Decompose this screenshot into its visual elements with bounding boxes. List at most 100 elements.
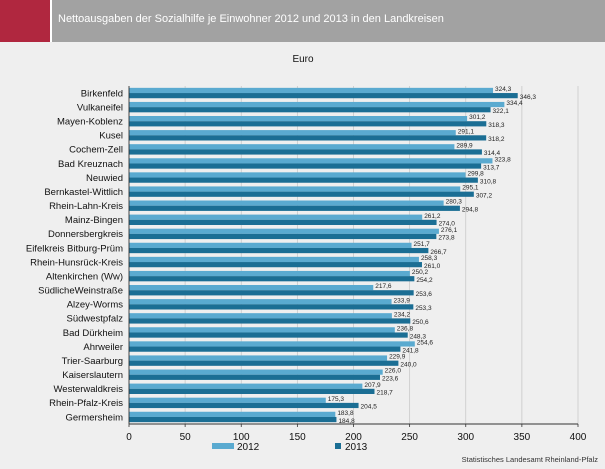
value-label-2012: 261,2 [424,213,441,220]
category-label: Germersheim [65,412,123,423]
bar-2012 [129,158,493,164]
category-label: Cochem-Zell [69,145,123,156]
value-label-2013: 318,2 [488,136,505,143]
bar-2012 [129,144,455,150]
bar-2012 [129,327,395,333]
bar-2012 [129,228,439,234]
x-tick-label: 300 [457,432,474,443]
bar-2012 [129,130,456,136]
value-label-2012: 289,9 [456,142,473,149]
header-bar [0,0,605,42]
bar-2012 [129,242,412,248]
bar-2012 [129,101,505,108]
bar-2013 [129,93,518,99]
value-label-2012: 234,2 [394,311,411,318]
value-label-2013: 253,3 [415,305,432,312]
value-label-2012: 217,6 [375,283,392,290]
bar-2013 [129,121,487,127]
value-label-2013: 346,3 [520,94,537,101]
category-label: Westerwaldkreis [53,384,123,395]
value-label-2013: 241,8 [402,347,419,354]
bar-2012 [129,186,461,192]
bar-2013 [129,262,422,268]
category-label: Bad Kreuznach [58,159,123,170]
value-label-2012: 334,4 [506,100,523,107]
value-label-2012: 251,7 [414,241,431,248]
bar-2012 [129,116,468,122]
category-label: Vulkaneifel [77,102,123,113]
legend-swatch-2012 [212,443,234,449]
bar-2012 [129,383,363,389]
category-label: Ahrweiler [83,342,123,353]
bar-2012 [129,355,388,361]
value-label-2013: 273,8 [438,235,455,242]
value-label-2012: 324,3 [495,86,512,93]
x-tick-label: 150 [289,432,306,443]
x-tick-label: 350 [514,432,531,443]
value-label-2013: 218,7 [376,390,393,397]
bar-2013 [129,304,414,310]
value-label-2013: 307,2 [476,192,493,199]
bar-2013 [129,219,437,225]
bar-2012 [129,299,392,305]
value-label-2012: 299,8 [468,171,485,178]
category-label: Rhein-Hunsrück-Kreis [30,257,123,268]
category-label: SüdlicheWeinstraße [38,286,123,297]
bar-2012 [129,200,444,206]
value-label-2012: 323,8 [494,156,511,163]
value-label-2012: 226,0 [385,368,402,375]
value-label-2013: 322,1 [493,108,510,115]
bar-2012 [129,341,415,347]
x-tick-label: 100 [233,432,250,443]
value-label-2013: 248,3 [410,333,427,340]
category-label: Rhein-Pfalz-Kreis [49,398,123,409]
value-label-2013: 253,6 [416,291,433,298]
bar-2012 [129,397,326,403]
grid-lines [184,86,579,424]
bar-2013 [129,107,491,113]
category-label: Bad Dürkheim [63,328,123,339]
value-label-2013: 310,8 [480,178,497,185]
value-label-2013: 314,4 [484,150,501,157]
category-label: Mayen-Koblenz [57,117,123,128]
chart-title: Nettoausgaben der Sozialhilfe je Einwohn… [58,13,444,25]
bar-2013 [129,332,408,338]
value-label-2012: 250,2 [412,269,429,276]
bar-2012 [129,285,374,291]
value-label-2012: 233,9 [394,297,411,304]
bar-2013 [129,402,359,409]
category-label: Altenkirchen (Ww) [46,271,123,282]
value-label-2012: 254,6 [417,340,434,347]
value-label-2013: 274,0 [439,221,456,228]
category-label: Eifelkreis Bitburg-Prüm [26,243,123,254]
value-label-2012: 175,3 [328,396,345,403]
axes: 0 50 100 150 200 250 300 350 400 Birkenfeld Vulkan… [26,86,587,443]
bar-2013 [129,177,478,183]
bar-2013 [129,290,414,296]
value-label-2012: 258,3 [421,255,438,262]
bar-2012 [129,411,336,417]
x-tick-label: 250 [401,432,418,443]
value-label-2013: 313,7 [483,164,500,171]
bar-2012 [129,172,466,178]
bar-2013 [129,360,399,366]
x-tick-label: 50 [180,432,192,443]
value-label-2013: 294,8 [462,207,479,214]
bar-2012 [129,270,410,277]
value-label-2012: 183,8 [337,410,354,417]
legend-swatch-2013 [335,443,341,449]
value-label-2012: 280,3 [446,199,463,206]
brand-accent-block [0,0,50,42]
value-label-2012: 276,1 [441,227,458,234]
x-tick-label: 200 [345,432,362,443]
value-label-2012: 295,1 [462,185,479,192]
bar-2012 [129,256,419,263]
category-label: Kusel [99,131,123,142]
bar-2013 [129,163,482,169]
category-label: Bernkastel-Wittlich [44,187,123,198]
value-label-2012: 236,8 [397,325,414,332]
unit-label: Euro [292,54,314,65]
category-label: Südwestpfalz [66,314,123,325]
bar-2013 [129,149,482,155]
value-label-2013: 223,6 [382,376,399,383]
